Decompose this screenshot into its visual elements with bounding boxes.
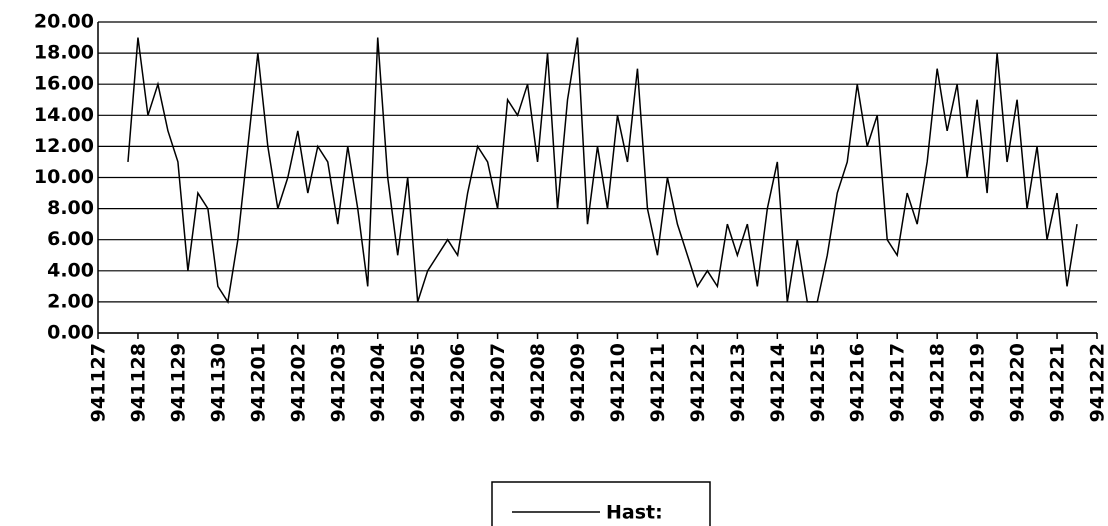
data-line [127, 37, 1078, 304]
x-tick-label: 941207 [487, 343, 509, 422]
y-tick-label: 16.00 [34, 73, 94, 95]
x-tick-label: 941203 [327, 343, 349, 422]
x-tick-label: 941210 [607, 343, 629, 422]
x-tick-label: 941202 [287, 343, 309, 422]
y-tick-label: 6.00 [47, 228, 94, 250]
x-tick-label: 941208 [527, 343, 549, 422]
x-tick-label: 941216 [847, 343, 869, 422]
x-tick-label: 941220 [1007, 343, 1029, 422]
y-tick-label: 18.00 [34, 42, 94, 64]
y-tick-label: 10.00 [34, 166, 94, 188]
y-tick-label: 4.00 [47, 259, 94, 281]
x-tick-label: 941130 [207, 343, 229, 422]
y-tick-label: 12.00 [34, 135, 94, 157]
x-tick-label: 941218 [927, 343, 949, 422]
x-tick-label: 941214 [767, 343, 789, 422]
y-tick-label: 20.00 [34, 11, 94, 33]
x-tick-label: 941206 [447, 343, 469, 422]
x-tick-label: 941127 [88, 343, 110, 422]
x-tick-label: 941209 [567, 343, 589, 422]
x-tick-label: 941129 [167, 343, 189, 422]
x-tick-label: 941215 [807, 343, 829, 422]
x-tick-label: 941205 [407, 343, 429, 422]
x-tick-label: 941221 [1047, 343, 1069, 422]
y-tick-label: 0.00 [47, 322, 94, 344]
y-tick-label: 8.00 [47, 197, 94, 219]
x-tick-label: 941217 [887, 343, 909, 422]
x-tick-label: 941201 [247, 343, 269, 422]
x-tick-label: 941222 [1087, 343, 1108, 422]
y-tick-label: 14.00 [34, 104, 94, 126]
legend-label: Hast: [606, 502, 663, 524]
x-tick-label: 941219 [967, 343, 989, 422]
x-tick-label: 941212 [687, 343, 709, 422]
x-tick-label: 941128 [127, 343, 149, 422]
x-tick-label: 941211 [647, 343, 669, 422]
y-tick-label: 2.00 [47, 290, 94, 312]
x-tick-label: 941213 [727, 343, 749, 422]
x-tick-label: 941204 [367, 343, 389, 422]
legend-box [491, 481, 711, 526]
